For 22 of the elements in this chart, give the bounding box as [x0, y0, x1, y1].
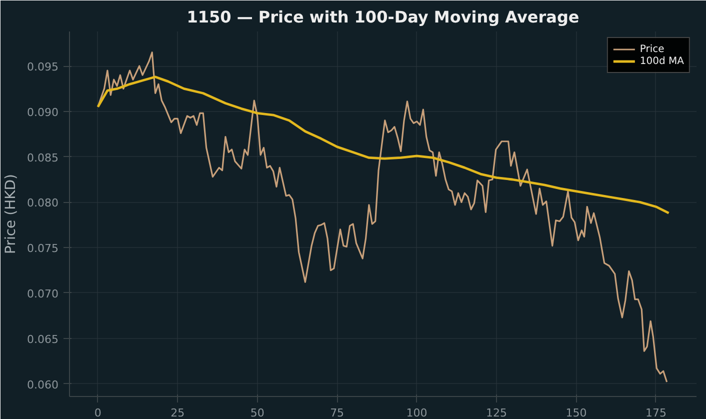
y-tick-label: 0.075 [27, 242, 59, 256]
chart-title: 1150 — Price with 100-Day Moving Average [186, 8, 580, 26]
x-tick-label: 25 [170, 406, 185, 419]
legend-label: Price [640, 43, 664, 55]
x-tick-label: 50 [250, 406, 264, 419]
x-tick-label: 0 [94, 406, 102, 419]
x-tick-label: 125 [486, 406, 508, 419]
x-tick-label: 100 [406, 406, 428, 419]
y-tick-label: 0.080 [27, 196, 59, 210]
y-tick-label: 0.070 [27, 287, 59, 300]
y-tick-label: 0.085 [27, 151, 59, 164]
x-tick-label: 150 [566, 406, 587, 419]
x-tick-label: 175 [646, 406, 666, 419]
y-tick-label: 0.090 [27, 106, 59, 119]
y-tick-label: 0.060 [27, 378, 59, 392]
x-tick-label: 75 [330, 406, 344, 419]
line-series [97, 52, 668, 383]
y-axis-title: Price (HKD) [3, 174, 20, 254]
y-tick-label: 0.065 [27, 332, 59, 346]
legend-label: 100d MA [640, 55, 684, 67]
y-tick-label: 0.095 [27, 60, 59, 74]
line-series [96, 76, 670, 214]
